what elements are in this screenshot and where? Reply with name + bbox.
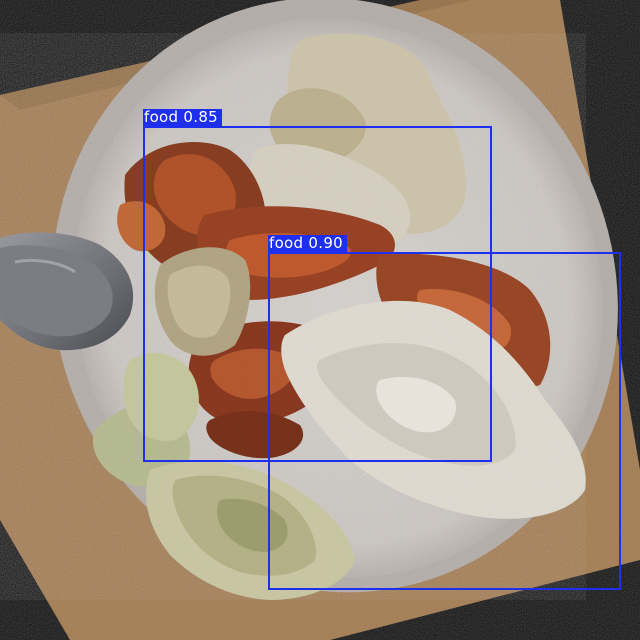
detection-label-1: food 0.85 — [143, 109, 223, 126]
food-items — [0, 33, 586, 600]
bounding-box-food-2: food 0.90 — [268, 235, 621, 590]
bounding-box-food-1: food 0.85 — [143, 109, 492, 462]
detection-label-2: food 0.90 — [268, 235, 348, 252]
spoon — [0, 232, 134, 351]
